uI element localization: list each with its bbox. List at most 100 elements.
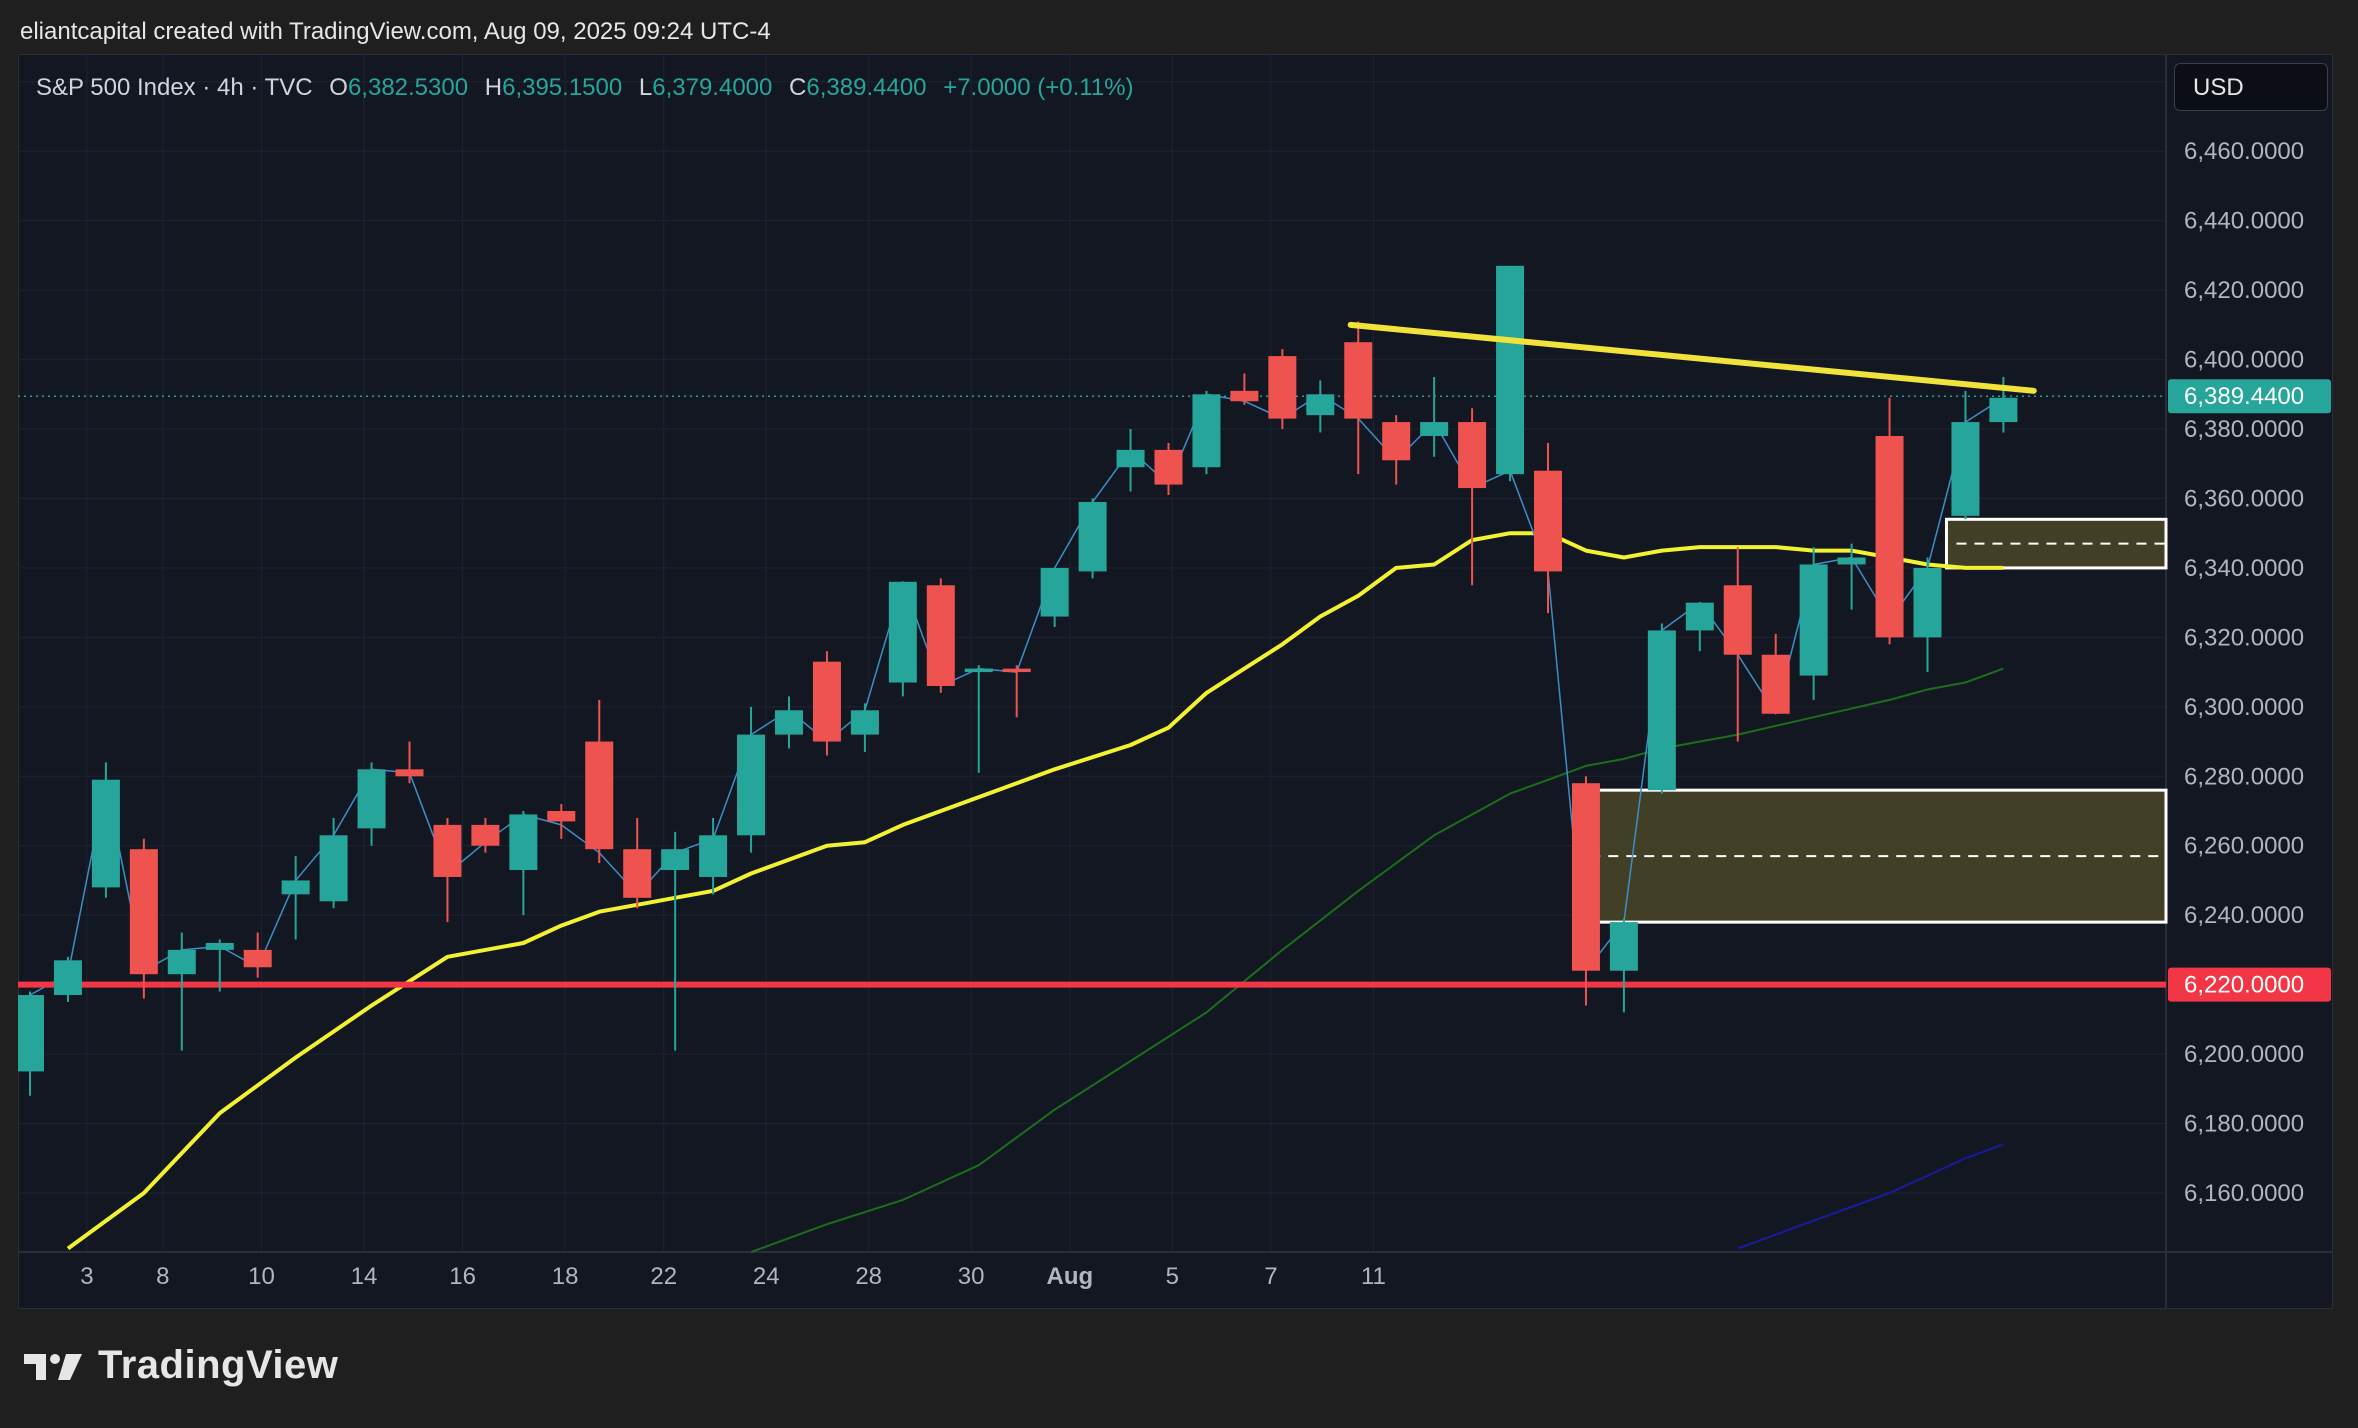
candle-body [53,960,82,996]
candle-body [1989,397,2018,423]
candle-body [167,949,196,975]
close-label: C [789,74,807,101]
y-tick-label: 6,320.0000 [2184,624,2304,651]
candle-body [395,769,424,777]
candle [661,831,690,1051]
candle [964,665,993,773]
candle-body [509,814,538,871]
x-tick-label: 3 [80,1263,93,1290]
candle [1647,623,1676,794]
candle-body [471,824,500,846]
candle-body [1799,564,1828,676]
candle [1799,547,1828,700]
candle [1154,442,1183,496]
candle [129,838,158,999]
candle [1875,397,1904,645]
y-tick-label: 6,460.0000 [2184,138,2304,165]
candle [1116,429,1145,492]
chart-pane[interactable] [18,54,2333,1309]
y-tick-label: 6,160.0000 [2184,1180,2304,1207]
candle-body [926,585,955,686]
currency-button[interactable]: USD [2174,63,2328,111]
candle [1761,633,1790,714]
candle-body [1230,390,1259,402]
support-level-badge-text: 6,220.0000 [2184,972,2304,999]
candle-body [775,710,803,735]
change-value: +7.0000 (+0.11%) [943,74,1134,101]
close-value: 6,389.4400 [806,74,927,101]
tradingview-brand[interactable]: TradingView [22,1343,338,1388]
ma-fast-line [66,531,2004,1251]
y-tick-label: 6,200.0000 [2184,1041,2304,1068]
candle-body [699,835,728,877]
ma-long-line [1737,1143,2004,1250]
candle-body [1723,585,1752,655]
brand-name: TradingView [98,1343,339,1387]
candle [1458,408,1487,586]
zone-box [1578,788,2168,924]
x-tick-label: 28 [855,1263,882,1290]
y-tick-label: 6,340.0000 [2184,555,2304,582]
candle [926,578,955,693]
candle-body [964,668,993,673]
candle [1685,602,1714,652]
candle [623,817,652,909]
candle-body [281,880,310,895]
candle-body [661,849,690,871]
candle-body [850,710,879,735]
candle-body [888,581,917,683]
candle [281,856,310,940]
candle [1571,776,1600,1006]
candle-body [737,734,766,836]
x-tick-label: 7 [1264,1263,1277,1290]
candle-body [1040,567,1069,617]
x-tick-label: 18 [552,1263,579,1290]
candle [1420,376,1449,457]
open-label: O [329,74,348,101]
candle-body [1382,422,1411,461]
candle-body [1647,630,1676,791]
candle [319,817,348,909]
support-level-badge: 6,220.0000 [2168,967,2331,1002]
last-price-badge-box [2168,379,2331,414]
high-value: 6,395.1500 [502,74,623,101]
candle [205,939,234,992]
tradingview-logo-icon [24,1353,82,1380]
fvg-zone [1944,517,2168,570]
candle-body [357,769,386,829]
ma-slow-line [750,667,2004,1253]
candle-body [623,849,652,898]
candle-body [1420,422,1449,436]
candle-body [1154,449,1183,485]
candle-body [1761,654,1790,714]
chart-caption: eliantcapital created with TradingView.c… [20,18,771,45]
candle-body [1268,356,1297,419]
y-tick-label: 6,420.0000 [2184,277,2304,304]
x-tick-label: 24 [753,1263,780,1290]
candle [1837,543,1866,610]
candle [699,817,728,895]
candle-body [1078,501,1107,572]
y-tick-label: 6,360.0000 [2184,485,2304,512]
x-tick-label: 5 [1166,1263,1179,1290]
high-label: H [484,74,503,101]
ohlc-legend: S&P 500 Index · 4h · TVC O6,382.5300 H6,… [36,74,1134,102]
candle-body [1458,422,1487,489]
candle [1268,349,1297,430]
low-value: 6,379.4000 [652,74,773,101]
price-chart[interactable]: 6,160.0000 6,180.0000 6,200.0000 6,220.0000… [18,54,2333,1309]
symbol-title[interactable]: S&P 500 Index · 4h · TVC [36,74,313,101]
candle [433,817,462,923]
candle [1040,567,1069,627]
candle [737,706,766,853]
x-tick-label: 11 [1361,1263,1386,1290]
candle [1002,665,1031,718]
candle [243,932,272,978]
candle-body [319,835,348,902]
x-tick-label: 30 [958,1263,985,1290]
candle [357,762,386,846]
resistance-trendline [1347,321,2037,394]
candle [167,932,196,1051]
open-value: 6,382.5300 [347,74,469,101]
x-tick-label: 16 [449,1263,476,1290]
